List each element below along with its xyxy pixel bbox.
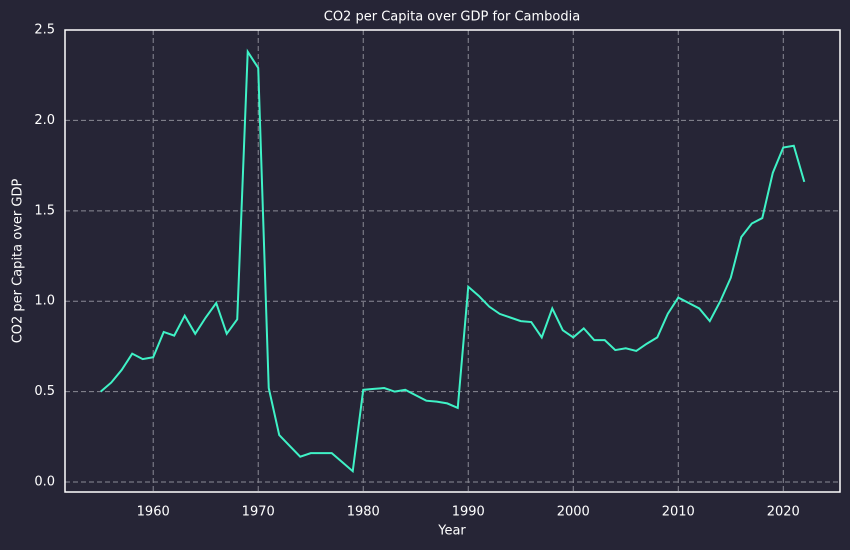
x-tick-label: 2020 (767, 505, 800, 520)
x-tick-label: 1960 (137, 505, 170, 520)
plot-frame (64, 29, 841, 493)
y-axis-label: CO2 per Capita over GDP (11, 179, 26, 344)
x-tick-label: 1990 (452, 505, 485, 520)
chart-title: CO2 per Capita over GDP for Cambodia (324, 10, 580, 25)
y-tick-label: 0.0 (34, 475, 55, 490)
y-tick-label: 1.5 (34, 203, 55, 218)
x-axis-label: Year (437, 524, 466, 539)
y-tick-label: 2.0 (34, 113, 55, 128)
x-tick-label: 2000 (557, 505, 590, 520)
y-tick-label: 1.0 (34, 294, 55, 309)
data-line (100, 48, 806, 474)
y-tick-label: 2.5 (34, 23, 55, 38)
x-tick-label: 2010 (662, 505, 695, 520)
y-tick-label: 0.5 (34, 384, 55, 399)
x-tick-label: 1980 (347, 505, 380, 520)
x-tick-label: 1970 (242, 505, 275, 520)
